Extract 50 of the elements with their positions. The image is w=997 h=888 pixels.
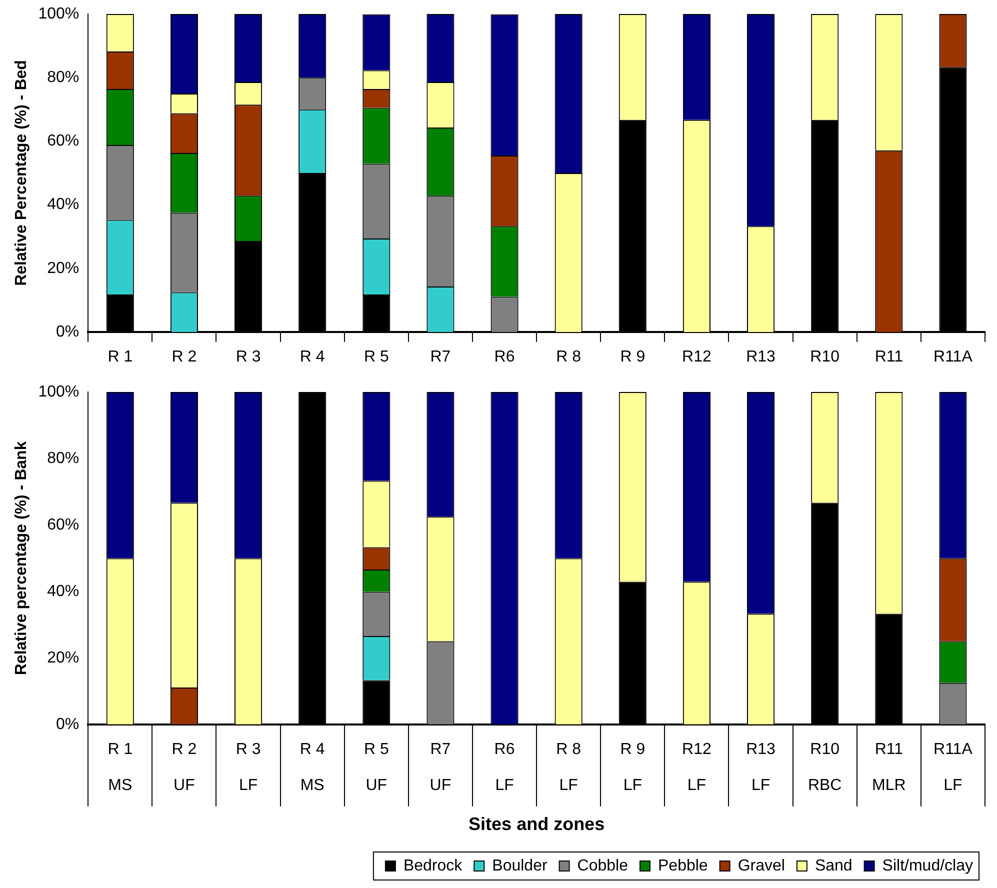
x-tick-label: R 3 LF (236, 740, 261, 794)
x-tick-label: R13 (746, 348, 776, 366)
legend-label: Gravel (738, 857, 785, 874)
x-tick-label: R 3 (236, 348, 261, 366)
y-tick-label: 20% (47, 260, 80, 277)
x-tick-label: R11A (934, 348, 973, 366)
x-tick-label: R11 (874, 348, 904, 366)
x-tick-label: R 2 UF (172, 740, 197, 794)
x-tick-label: R 2 (172, 348, 197, 366)
x-tick-label: R 8 LF (556, 740, 582, 794)
y-tick-label: 20% (47, 649, 80, 666)
x-tick-label: R7 UF (430, 740, 452, 794)
x-tick-label: R11 MLR (872, 740, 906, 794)
legend-label: Silt/mud/clay (882, 857, 974, 874)
legend-label: Boulder (492, 857, 548, 874)
x-tick-label: R 5 UF (364, 740, 389, 794)
x-tick-label: R 5 (364, 348, 389, 366)
x-tick-label: R 9 (620, 348, 646, 366)
x-tick-label: R 4 MS (300, 740, 325, 794)
x-tick-label: R10 (810, 348, 840, 366)
x-tick-label: R 9 LF (620, 740, 646, 794)
x-tick-label: R 8 (556, 348, 582, 366)
y-tick-label: 80% (47, 69, 80, 86)
x-tick-label: R6 LF (494, 740, 515, 794)
x-tick-label: R 1 (108, 348, 133, 366)
y-axis-title: Relative percentage (%) - Bank (13, 441, 30, 676)
y-tick-label: 60% (47, 516, 80, 534)
x-tick-label: R13 LF (746, 740, 776, 794)
x-axis-title: Sites and zones (468, 814, 605, 834)
y-tick-label: 40% (47, 582, 80, 600)
y-axis-title: Relative Percentage (%) - Bed (13, 60, 30, 286)
y-tick-label: 60% (47, 132, 80, 150)
x-tick-label: R6 (494, 348, 515, 366)
y-tick-label: 0% (56, 716, 80, 733)
legend-label: Pebble (658, 857, 708, 874)
y-tick-label: 100% (38, 5, 80, 22)
x-tick-label: R12 (682, 348, 712, 366)
legend-label: Bedrock (403, 857, 464, 874)
x-tick-label: R 4 (300, 348, 325, 366)
y-tick-label: 100% (38, 383, 80, 400)
y-tick-label: 80% (47, 450, 80, 467)
legend-label: Cobble (577, 857, 628, 874)
y-tick-label: 40% (47, 196, 80, 214)
x-tick-label: R10 RBC (808, 740, 842, 794)
x-tick-label: R 1 MS (108, 740, 133, 794)
x-tick-label: R12 LF (682, 740, 712, 794)
legend-label: Sand (814, 857, 852, 874)
y-tick-label: 0% (56, 323, 80, 340)
x-tick-label: R11A LF (934, 740, 973, 794)
x-tick-label: R7 (430, 348, 451, 366)
